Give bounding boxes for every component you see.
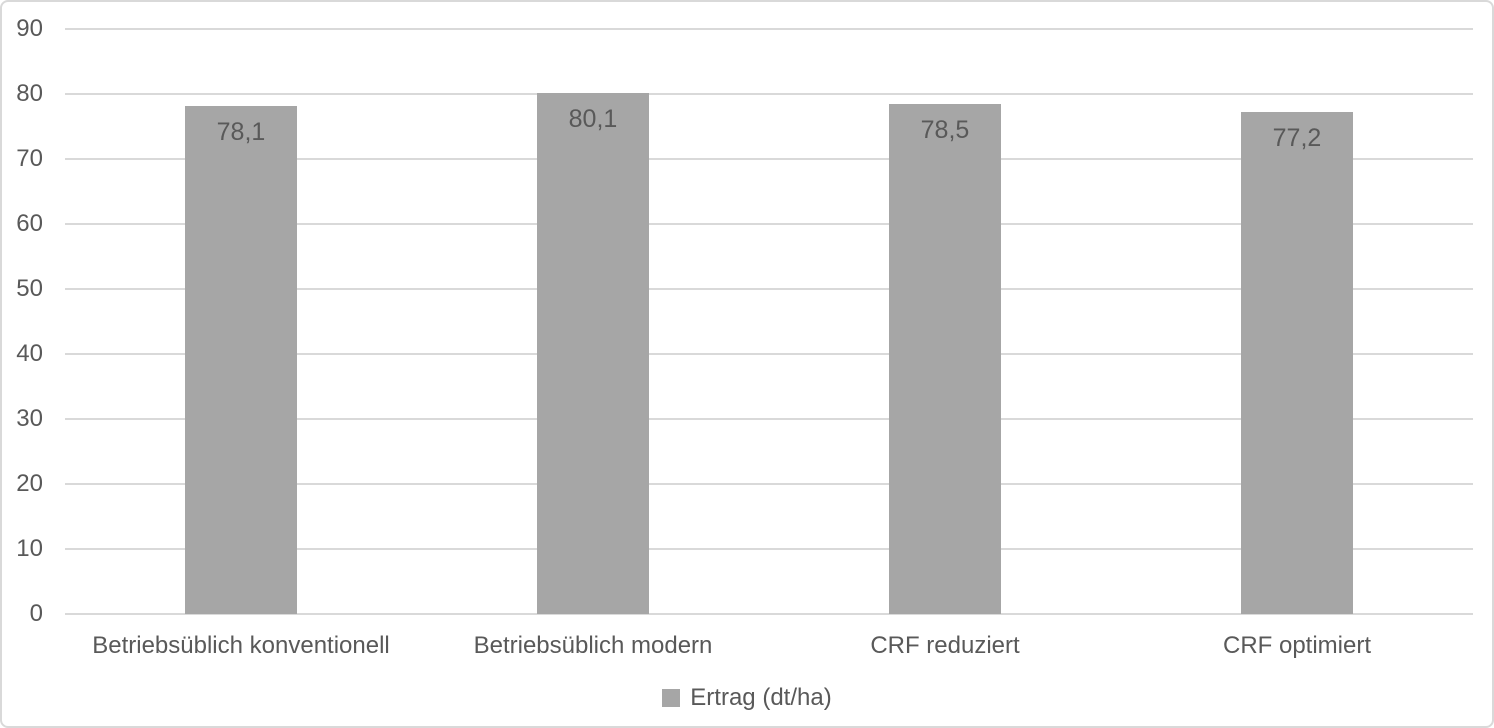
legend-swatch-icon xyxy=(662,689,681,707)
y-axis-tick-label: 60 xyxy=(16,210,43,237)
bar: 77,2 xyxy=(1241,112,1353,614)
gridline xyxy=(65,93,1473,95)
gridline xyxy=(65,288,1473,290)
gridline xyxy=(65,613,1473,615)
bar-value-label: 80,1 xyxy=(568,105,618,134)
legend-label: Ertrag (dt/ha) xyxy=(690,684,832,711)
gridline xyxy=(65,223,1473,225)
gridline xyxy=(65,483,1473,485)
gridline xyxy=(65,28,1473,30)
gridline xyxy=(65,158,1473,160)
legend: Ertrag (dt/ha) xyxy=(2,684,1492,712)
y-axis-tick-label: 40 xyxy=(16,340,43,367)
y-axis-tick-label: 20 xyxy=(16,470,43,497)
x-axis-category-label: CRF reduziert xyxy=(870,632,1020,659)
y-axis-tick-label: 80 xyxy=(16,80,43,107)
y-axis-tick-label: 0 xyxy=(29,600,43,627)
gridline xyxy=(65,548,1473,550)
x-axis-category-label: Betriebsüblich konventionell xyxy=(92,632,390,659)
bar: 78,1 xyxy=(185,106,297,614)
bar: 80,1 xyxy=(537,93,649,614)
gridline xyxy=(65,418,1473,420)
bar-value-label: 77,2 xyxy=(1272,124,1322,153)
x-axis-category-label: CRF optimiert xyxy=(1222,632,1372,659)
x-axis-category-label: Betriebsüblich modern xyxy=(473,632,713,659)
bar: 78,5 xyxy=(889,103,1001,614)
y-axis-tick-label: 50 xyxy=(16,275,43,302)
y-axis-tick-label: 30 xyxy=(16,405,43,432)
y-axis-tick-label: 90 xyxy=(16,15,43,42)
y-axis-tick-label: 70 xyxy=(16,145,43,172)
y-axis-tick-label: 10 xyxy=(16,535,43,562)
bar-value-label: 78,5 xyxy=(920,115,970,144)
bar-value-label: 78,1 xyxy=(216,118,266,147)
gridline xyxy=(65,353,1473,355)
